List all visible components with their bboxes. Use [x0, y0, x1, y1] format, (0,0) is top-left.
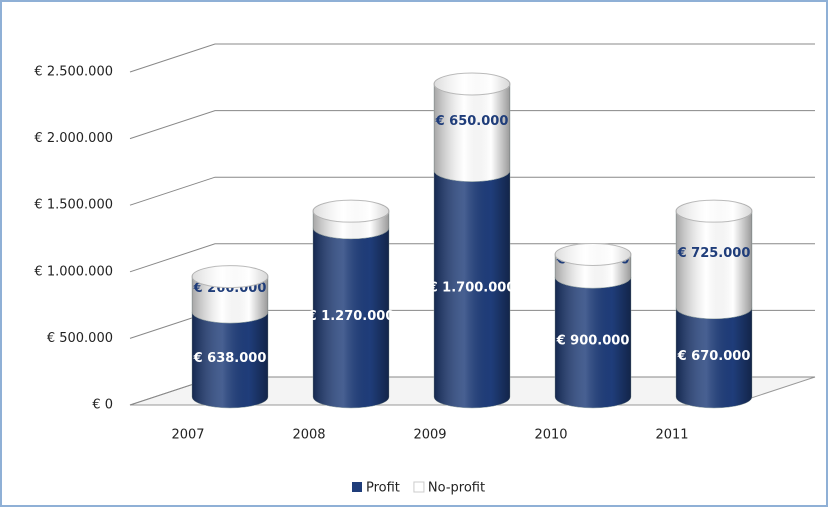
grid-line — [129, 110, 815, 140]
cylinder-segment — [675, 211, 753, 320]
y-tick-label: € 2.500.000 — [34, 65, 113, 80]
grid-line — [129, 43, 815, 73]
value-label: € 638.000 — [193, 351, 267, 366]
x-tick-label: 2007 — [171, 428, 204, 443]
value-label: € 650.000 — [435, 114, 509, 129]
grid-line — [129, 243, 815, 273]
legend-label: Profit — [366, 481, 400, 496]
cylinder-top-shade — [555, 243, 631, 266]
cylinder-segment — [433, 83, 511, 182]
legend-label: No-profit — [428, 481, 485, 496]
value-label: € 1.270.000 — [307, 309, 395, 324]
cylinder-top-shade — [434, 72, 510, 95]
y-tick-label: € 1.000.000 — [34, 264, 113, 279]
value-label: € 900.000 — [556, 334, 630, 349]
y-tick-label: € 0 — [92, 398, 113, 413]
y-tick-label: € 2.000.000 — [34, 131, 113, 146]
x-tick-label: 2011 — [655, 428, 688, 443]
cylinder-top-shade — [676, 200, 752, 223]
cylinder-top-shade — [313, 200, 389, 223]
cylinder-top-shade — [192, 265, 268, 288]
y-tick-label: € 1.500.000 — [34, 198, 113, 213]
x-tick-label: 2008 — [292, 428, 325, 443]
x-tick-label: 2009 — [413, 428, 446, 443]
y-tick-label: € 500.000 — [47, 331, 113, 346]
value-label: € 1.700.000 — [428, 280, 516, 295]
value-label: € 725.000 — [677, 246, 751, 261]
legend-swatch — [352, 482, 362, 492]
legend-swatch — [413, 481, 425, 493]
x-tick-label: 2010 — [534, 428, 567, 443]
grid-line — [129, 176, 815, 206]
value-label: € 670.000 — [677, 349, 751, 364]
